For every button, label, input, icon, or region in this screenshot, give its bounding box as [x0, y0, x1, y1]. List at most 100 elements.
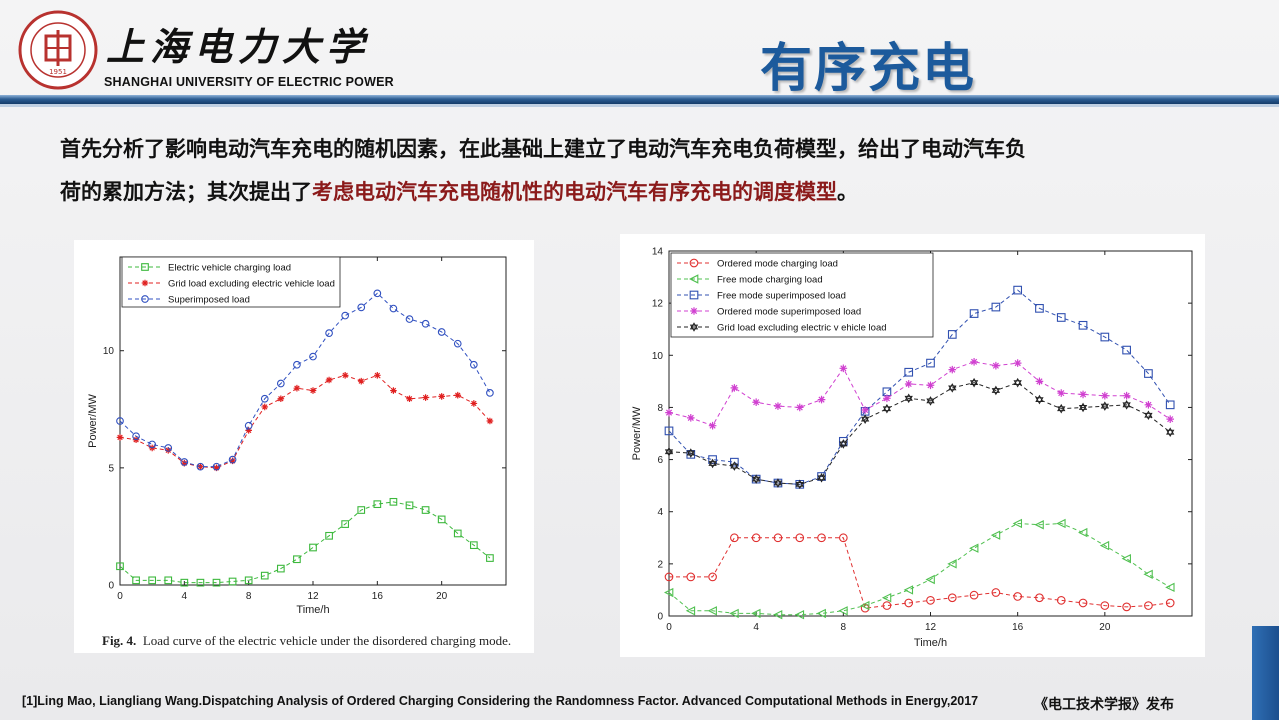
data-point: [730, 457, 739, 467]
data-point: [1166, 427, 1175, 435]
data-point: [686, 572, 696, 582]
seal-year: 1951: [49, 68, 67, 76]
y-tick-label: 5: [108, 463, 114, 474]
data-point: [860, 416, 870, 424]
data-point: [260, 571, 269, 580]
data-point: [1035, 304, 1044, 313]
y-tick-label: 10: [652, 351, 664, 362]
header-divider-light: [0, 104, 1279, 107]
data-point: [486, 417, 494, 425]
x-tick-label: 0: [666, 622, 672, 633]
intro-line-2-suffix: 。: [837, 180, 858, 204]
data-point: [686, 414, 695, 422]
plot-frame: [119, 256, 507, 586]
data-point: [357, 377, 365, 385]
intro-line-1: 首先分析了影响电动汽车充电的随机因素，在此基础上建立了电动汽车充电负荷模型，给出…: [60, 137, 1026, 161]
data-point: [1165, 582, 1175, 593]
data-point: [1057, 406, 1066, 414]
data-point: [838, 436, 848, 446]
legend-marker: [689, 322, 699, 330]
data-point: [1013, 377, 1022, 386]
data-point: [948, 365, 957, 374]
data-point: [686, 450, 695, 458]
data-point: [1013, 359, 1022, 367]
chart-disordered-charging: 0 4 8 12 16 20 0 5 10 Time/h Power/MW Electric vehi…: [87, 256, 507, 616]
x-tick-label: 0: [117, 591, 123, 602]
data-point: [1166, 415, 1175, 423]
legend-marker: [141, 295, 149, 303]
y-tick-label: 2: [657, 559, 663, 570]
data-point: [373, 500, 382, 509]
data-point: [904, 393, 913, 401]
data-point: [164, 444, 173, 452]
data-point: [1144, 412, 1153, 421]
data-point: [132, 432, 140, 441]
data-point: [1035, 377, 1044, 386]
university-name-en: SHANGHAI UNIVERSITY OF ELECTRIC POWER: [104, 75, 394, 89]
data-point: [244, 421, 253, 430]
data-point: [309, 352, 317, 361]
data-point: [708, 461, 717, 469]
data-point: [1122, 345, 1131, 355]
figure-caption: Fig. 4. Load curve of the electric vehic…: [102, 633, 511, 649]
x-tick-label: 8: [246, 591, 252, 602]
data-point: [817, 533, 826, 543]
data-point: [469, 360, 478, 369]
data-point: [421, 506, 430, 514]
y-tick-label: 4: [657, 507, 663, 518]
data-point: [730, 533, 739, 543]
intro-paragraph: 首先分析了影响电动汽车充电的随机因素，在此基础上建立了电动汽车充电负荷模型，给出…: [60, 128, 1210, 214]
data-point: [213, 464, 220, 472]
x-tick-label: 12: [925, 622, 937, 633]
y-tick-label: 6: [657, 455, 663, 466]
data-point: [948, 385, 957, 393]
data-point: [1057, 403, 1066, 412]
data-point: [708, 421, 717, 430]
data-point: [860, 414, 870, 422]
data-point: [1013, 380, 1022, 388]
data-point: [357, 506, 366, 514]
legend-marker: [690, 307, 698, 315]
data-point: [817, 473, 826, 481]
data-point: [181, 459, 188, 467]
series-1: [664, 533, 1175, 613]
x-tick-label: 4: [182, 591, 188, 602]
data-point: [1013, 592, 1023, 601]
series-5: [664, 377, 1175, 490]
x-tick-label: 20: [1099, 622, 1111, 633]
series-3: [664, 285, 1175, 489]
data-point: [751, 474, 761, 482]
data-point: [708, 572, 717, 582]
data-point: [664, 446, 674, 455]
data-point: [991, 588, 1001, 597]
data-point: [116, 417, 124, 425]
data-point: [1144, 369, 1153, 378]
data-point: [1144, 410, 1153, 418]
university-seal-logo: 1951: [18, 10, 98, 90]
data-point: [926, 358, 935, 368]
legend-label: Ordered mode charging load: [717, 258, 838, 269]
data-point: [1166, 429, 1175, 437]
slide-title: 有序充电: [760, 39, 977, 99]
y-tick-label: 10: [103, 346, 115, 357]
data-point: [904, 380, 913, 388]
figure-left: 0 4 8 12 16 20 0 5 10 Time/h Power/MW Electric vehi…: [74, 240, 534, 653]
data-point: [751, 608, 761, 619]
data-point: [969, 309, 979, 318]
data-point: [116, 562, 124, 571]
data-point: [772, 610, 783, 620]
data-point: [882, 406, 892, 414]
data-point: [663, 587, 674, 598]
data-point: [341, 520, 350, 528]
data-point: [794, 610, 805, 620]
data-point: [1035, 593, 1044, 603]
data-point: [406, 395, 413, 403]
data-point: [969, 590, 979, 600]
data-point: [751, 476, 761, 484]
data-point: [903, 585, 914, 595]
data-point: [774, 402, 782, 410]
data-point: [970, 358, 978, 366]
data-point: [686, 450, 696, 459]
data-point: [325, 329, 333, 337]
figure-caption-label: Fig. 4.: [102, 633, 137, 648]
